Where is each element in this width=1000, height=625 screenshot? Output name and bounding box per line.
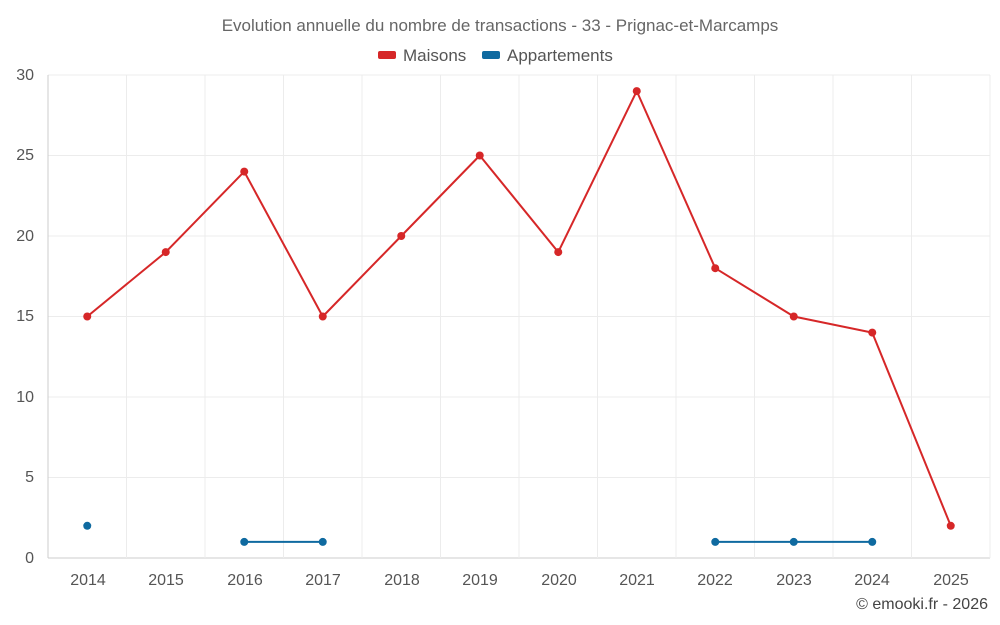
data-point[interactable] (868, 328, 877, 337)
data-point[interactable] (632, 87, 641, 96)
data-point[interactable] (554, 248, 563, 257)
data-point[interactable] (868, 537, 877, 546)
series-line-segment (478, 154, 560, 253)
series-line-segment (714, 267, 795, 318)
x-tick-label: 2018 (384, 572, 420, 589)
x-tick-label: 2024 (854, 572, 890, 589)
data-point[interactable] (318, 537, 327, 546)
series-line-segment (86, 251, 167, 318)
data-point[interactable] (397, 232, 406, 240)
series-line-segment (871, 332, 952, 527)
x-tick-label: 2023 (776, 572, 812, 589)
series-maisons (83, 87, 955, 530)
data-point[interactable] (946, 521, 955, 530)
x-tick-label: 2021 (619, 572, 655, 589)
series-line-segment (322, 235, 402, 318)
x-tick-label: 2016 (227, 572, 263, 589)
series-line-segment (635, 90, 717, 269)
data-point[interactable] (711, 537, 720, 546)
y-tick-label: 0 (25, 550, 34, 567)
credit-text: © emooki.fr - 2026 (856, 596, 988, 613)
x-axis: 2014 2015 2016 2017 2018 2019 2020 2021 … (70, 572, 969, 589)
x-tick-label: 2015 (148, 572, 184, 589)
x-tick-label: 2019 (462, 572, 498, 589)
y-tick-label: 5 (25, 469, 34, 486)
data-point[interactable] (83, 521, 92, 530)
x-tick-label: 2025 (933, 572, 969, 589)
legend-item-maisons[interactable]: Maisons (378, 46, 466, 65)
data-point[interactable] (789, 312, 798, 321)
y-tick-label: 10 (16, 389, 34, 406)
series-appartements (83, 521, 877, 546)
series-line-segment (400, 154, 481, 237)
x-tick-label: 2014 (70, 572, 106, 589)
data-point[interactable] (240, 537, 249, 546)
data-point[interactable] (161, 248, 170, 257)
x-tick-label: 2020 (541, 572, 577, 589)
series-line-segment (165, 170, 245, 253)
chart-title: Evolution annuelle du nombre de transact… (222, 16, 779, 35)
grid (47, 74, 991, 559)
y-tick-label: 20 (16, 228, 34, 245)
data-point[interactable] (318, 312, 327, 321)
series-line-segment (793, 315, 873, 334)
x-tick-label: 2022 (697, 572, 733, 589)
legend: Maisons Appartements (378, 46, 613, 65)
data-point[interactable] (789, 537, 798, 546)
legend-item-appartements[interactable]: Appartements (482, 46, 613, 65)
y-tick-label: 15 (16, 308, 34, 325)
series-layer (83, 87, 955, 546)
y-tick-label: 25 (16, 147, 34, 164)
legend-swatch-appartements (482, 51, 500, 59)
series-line-segment (557, 90, 638, 253)
y-axis: 0 5 10 15 20 25 30 (16, 67, 34, 567)
legend-label-appartements: Appartements (507, 46, 613, 65)
series-line-segment (243, 171, 324, 317)
data-point[interactable] (240, 167, 249, 176)
data-point[interactable] (475, 151, 484, 160)
legend-label-maisons: Maisons (403, 46, 466, 65)
y-tick-label: 30 (16, 67, 34, 84)
data-point[interactable] (711, 264, 720, 273)
legend-swatch-maisons (378, 51, 396, 59)
x-tick-label: 2017 (305, 572, 341, 589)
data-point[interactable] (83, 312, 92, 321)
